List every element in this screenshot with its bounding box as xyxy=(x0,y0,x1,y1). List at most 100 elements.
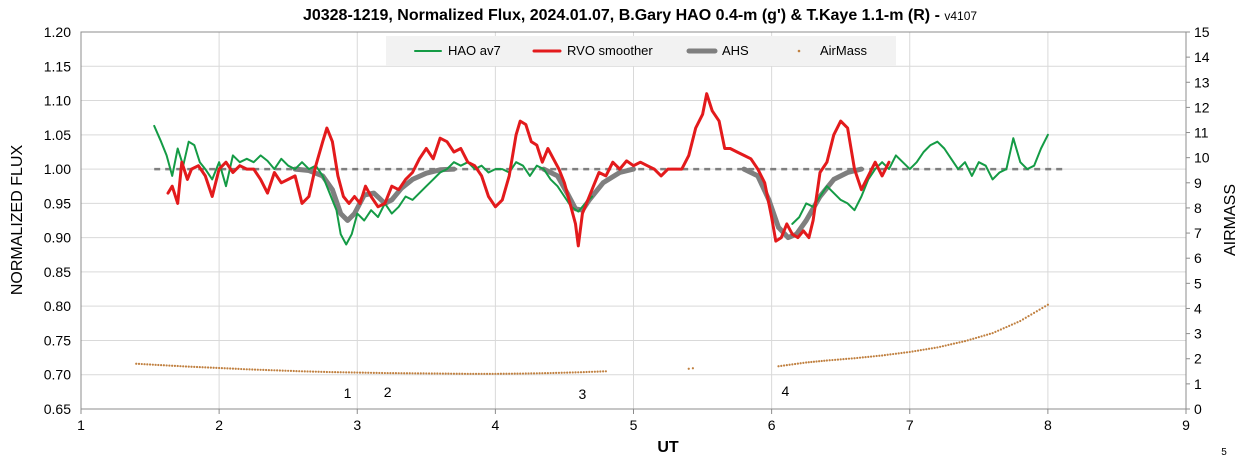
series-airmass xyxy=(135,303,1049,375)
airmass-point-228 xyxy=(927,347,931,350)
airmass-point-141 xyxy=(524,372,527,375)
airmass-point-66 xyxy=(317,370,320,373)
airmass-point-33 xyxy=(226,367,229,370)
airmass-point-154 xyxy=(560,371,563,374)
airmass-point-40 xyxy=(245,368,248,371)
airmass-point-62 xyxy=(306,370,309,373)
airmass-point-267 xyxy=(1035,310,1038,313)
airmass-point-261 xyxy=(1019,319,1022,323)
airmass-point-155 xyxy=(563,371,566,374)
airmass-point-95 xyxy=(397,372,400,375)
airmass-point-77 xyxy=(347,371,351,374)
airmass-point-182 xyxy=(802,361,805,364)
airmass-point-43 xyxy=(253,368,257,371)
airmass-point-61 xyxy=(303,370,306,373)
airmass-point-237 xyxy=(952,342,956,345)
airmass-point-163 xyxy=(585,370,588,374)
airmass-point-56 xyxy=(289,369,293,372)
airmass-point-31 xyxy=(220,367,223,370)
airmass-point-259 xyxy=(1013,322,1016,325)
airmass-point-114 xyxy=(450,372,453,375)
airmass-point-196 xyxy=(839,358,842,361)
airmass-point-173 xyxy=(777,365,780,368)
airmass-point-179 xyxy=(794,362,797,366)
y-tick-label-8: 1.05 xyxy=(44,127,71,143)
airmass-point-70 xyxy=(328,370,331,374)
airmass-point-127 xyxy=(485,372,489,375)
airmass-point-104 xyxy=(422,372,425,375)
airmass-point-227 xyxy=(925,348,928,351)
airmass-point-11 xyxy=(165,364,168,367)
airmass-point-135 xyxy=(508,372,511,375)
airmass-point-151 xyxy=(552,371,555,375)
airmass-point-126 xyxy=(483,372,486,375)
airmass-point-78 xyxy=(350,371,353,374)
y-tick-label-10: 1.15 xyxy=(44,58,71,74)
airmass-point-263 xyxy=(1024,316,1027,319)
airmass-point-149 xyxy=(546,372,549,375)
airmass-point-210 xyxy=(878,354,881,357)
y-tick-label-3: 0.80 xyxy=(44,298,71,314)
airmass-point-17 xyxy=(182,365,185,368)
airmass-point-165 xyxy=(590,370,594,373)
airmass-point-26 xyxy=(206,366,210,369)
airmass-point-162 xyxy=(582,371,585,374)
airmass-point-177 xyxy=(788,363,791,366)
y-tick-label-2: 0.75 xyxy=(44,332,71,348)
airmass-point-217 xyxy=(897,352,900,355)
airmass-point-92 xyxy=(389,372,392,375)
airmass-point-10 xyxy=(162,364,165,367)
airmass-point-3 xyxy=(143,363,146,366)
airmass-point-185 xyxy=(810,360,813,364)
series-layer xyxy=(135,92,1049,375)
y-axis-ticks: 0.65 0.70 0.75 0.80 0.85 0.90 0.95 1.00 1.05 1.10… xyxy=(44,24,71,417)
airmass-point-39 xyxy=(242,368,246,371)
airmass-point-183 xyxy=(805,361,808,364)
airmass-point-262 xyxy=(1021,318,1025,321)
legend-label-rvo-smoother: RVO smoother xyxy=(567,43,653,58)
airmass-point-0 xyxy=(135,362,138,365)
airmass-point-111 xyxy=(441,372,444,375)
airmass-point-256 xyxy=(1005,325,1008,329)
airmass-point-129 xyxy=(491,372,494,375)
airmass-point-232 xyxy=(939,345,942,348)
series-hao-av7-line-0 xyxy=(153,124,594,246)
airmass-point-243 xyxy=(969,338,972,341)
airmass-point-161 xyxy=(579,371,583,374)
airmass-point-218 xyxy=(900,351,903,355)
corner-page-number: 5 xyxy=(1221,447,1227,458)
event-annotation-3: 3 xyxy=(578,386,586,402)
airmass-point-270 xyxy=(1044,305,1047,308)
airmass-point-221 xyxy=(908,350,911,354)
airmass-point-268 xyxy=(1038,308,1041,311)
event-annotation-4: 4 xyxy=(782,383,790,399)
airmass-point-191 xyxy=(825,359,828,362)
airmass-point-144 xyxy=(532,372,536,375)
legend-box xyxy=(386,36,896,66)
x-tick-label-6: 7 xyxy=(906,417,914,433)
airmass-point-75 xyxy=(342,371,345,374)
airmass-point-203 xyxy=(858,356,862,359)
airmass-point-12 xyxy=(168,364,171,367)
y2-tick-label-4: 4 xyxy=(1194,300,1202,316)
airmass-point-231 xyxy=(936,346,939,349)
airmass-point-116 xyxy=(455,372,458,375)
y-tick-label-6: 0.95 xyxy=(44,195,71,211)
airmass-point-128 xyxy=(488,372,491,375)
airmass-point-260 xyxy=(1016,321,1019,324)
y-tick-label-1: 0.70 xyxy=(44,367,71,383)
airmass-point-174 xyxy=(780,364,783,367)
airmass-point-246 xyxy=(977,336,980,339)
airmass-point-212 xyxy=(883,354,886,357)
airmass-point-90 xyxy=(383,371,386,375)
y2-tick-label-11: 11 xyxy=(1194,125,1209,141)
airmass-point-167 xyxy=(596,370,599,373)
airmass-point-48 xyxy=(267,368,270,372)
y2-tick-label-10: 10 xyxy=(1194,150,1210,166)
airmass-point-214 xyxy=(889,353,892,356)
airmass-point-266 xyxy=(1032,311,1036,314)
airmass-point-134 xyxy=(505,372,508,375)
airmass-point-166 xyxy=(593,370,596,373)
airmass-point-112 xyxy=(444,372,447,375)
airmass-point-52 xyxy=(278,369,281,372)
